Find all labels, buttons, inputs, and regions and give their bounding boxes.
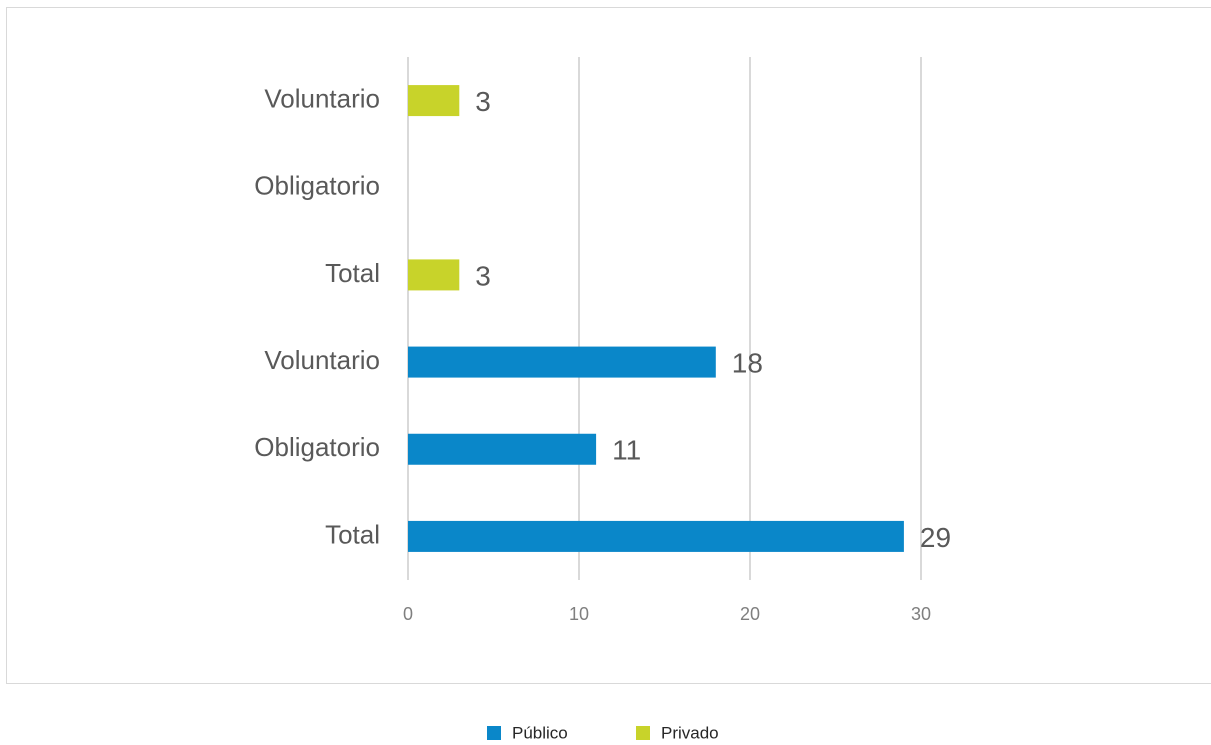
bar bbox=[408, 520, 904, 552]
data-label: 29 bbox=[920, 522, 951, 553]
legend-label: Privado bbox=[661, 723, 719, 742]
data-label: 3 bbox=[475, 86, 491, 117]
y-tick-label: Obligatorio bbox=[254, 432, 380, 462]
data-label: 11 bbox=[612, 435, 641, 466]
bar bbox=[408, 346, 716, 378]
x-tick-label: 20 bbox=[740, 604, 760, 624]
legend-swatch bbox=[487, 726, 501, 740]
y-tick-label: Total bbox=[325, 258, 380, 288]
x-tick-label: 10 bbox=[569, 604, 589, 624]
data-label: 18 bbox=[732, 347, 763, 378]
y-tick-label: Voluntario bbox=[264, 345, 380, 375]
legend-label: Público bbox=[512, 723, 568, 742]
x-tick-label: 0 bbox=[403, 604, 413, 624]
chart-frame bbox=[6, 7, 1211, 684]
data-label: 3 bbox=[475, 260, 491, 291]
bar bbox=[408, 85, 460, 117]
y-tick-label: Total bbox=[325, 519, 380, 549]
legend-swatch bbox=[636, 726, 650, 740]
bar bbox=[408, 259, 460, 291]
bar bbox=[408, 433, 597, 465]
y-tick-label: Obligatorio bbox=[254, 171, 380, 201]
x-tick-label: 30 bbox=[911, 604, 931, 624]
y-tick-label: Voluntario bbox=[264, 83, 380, 113]
